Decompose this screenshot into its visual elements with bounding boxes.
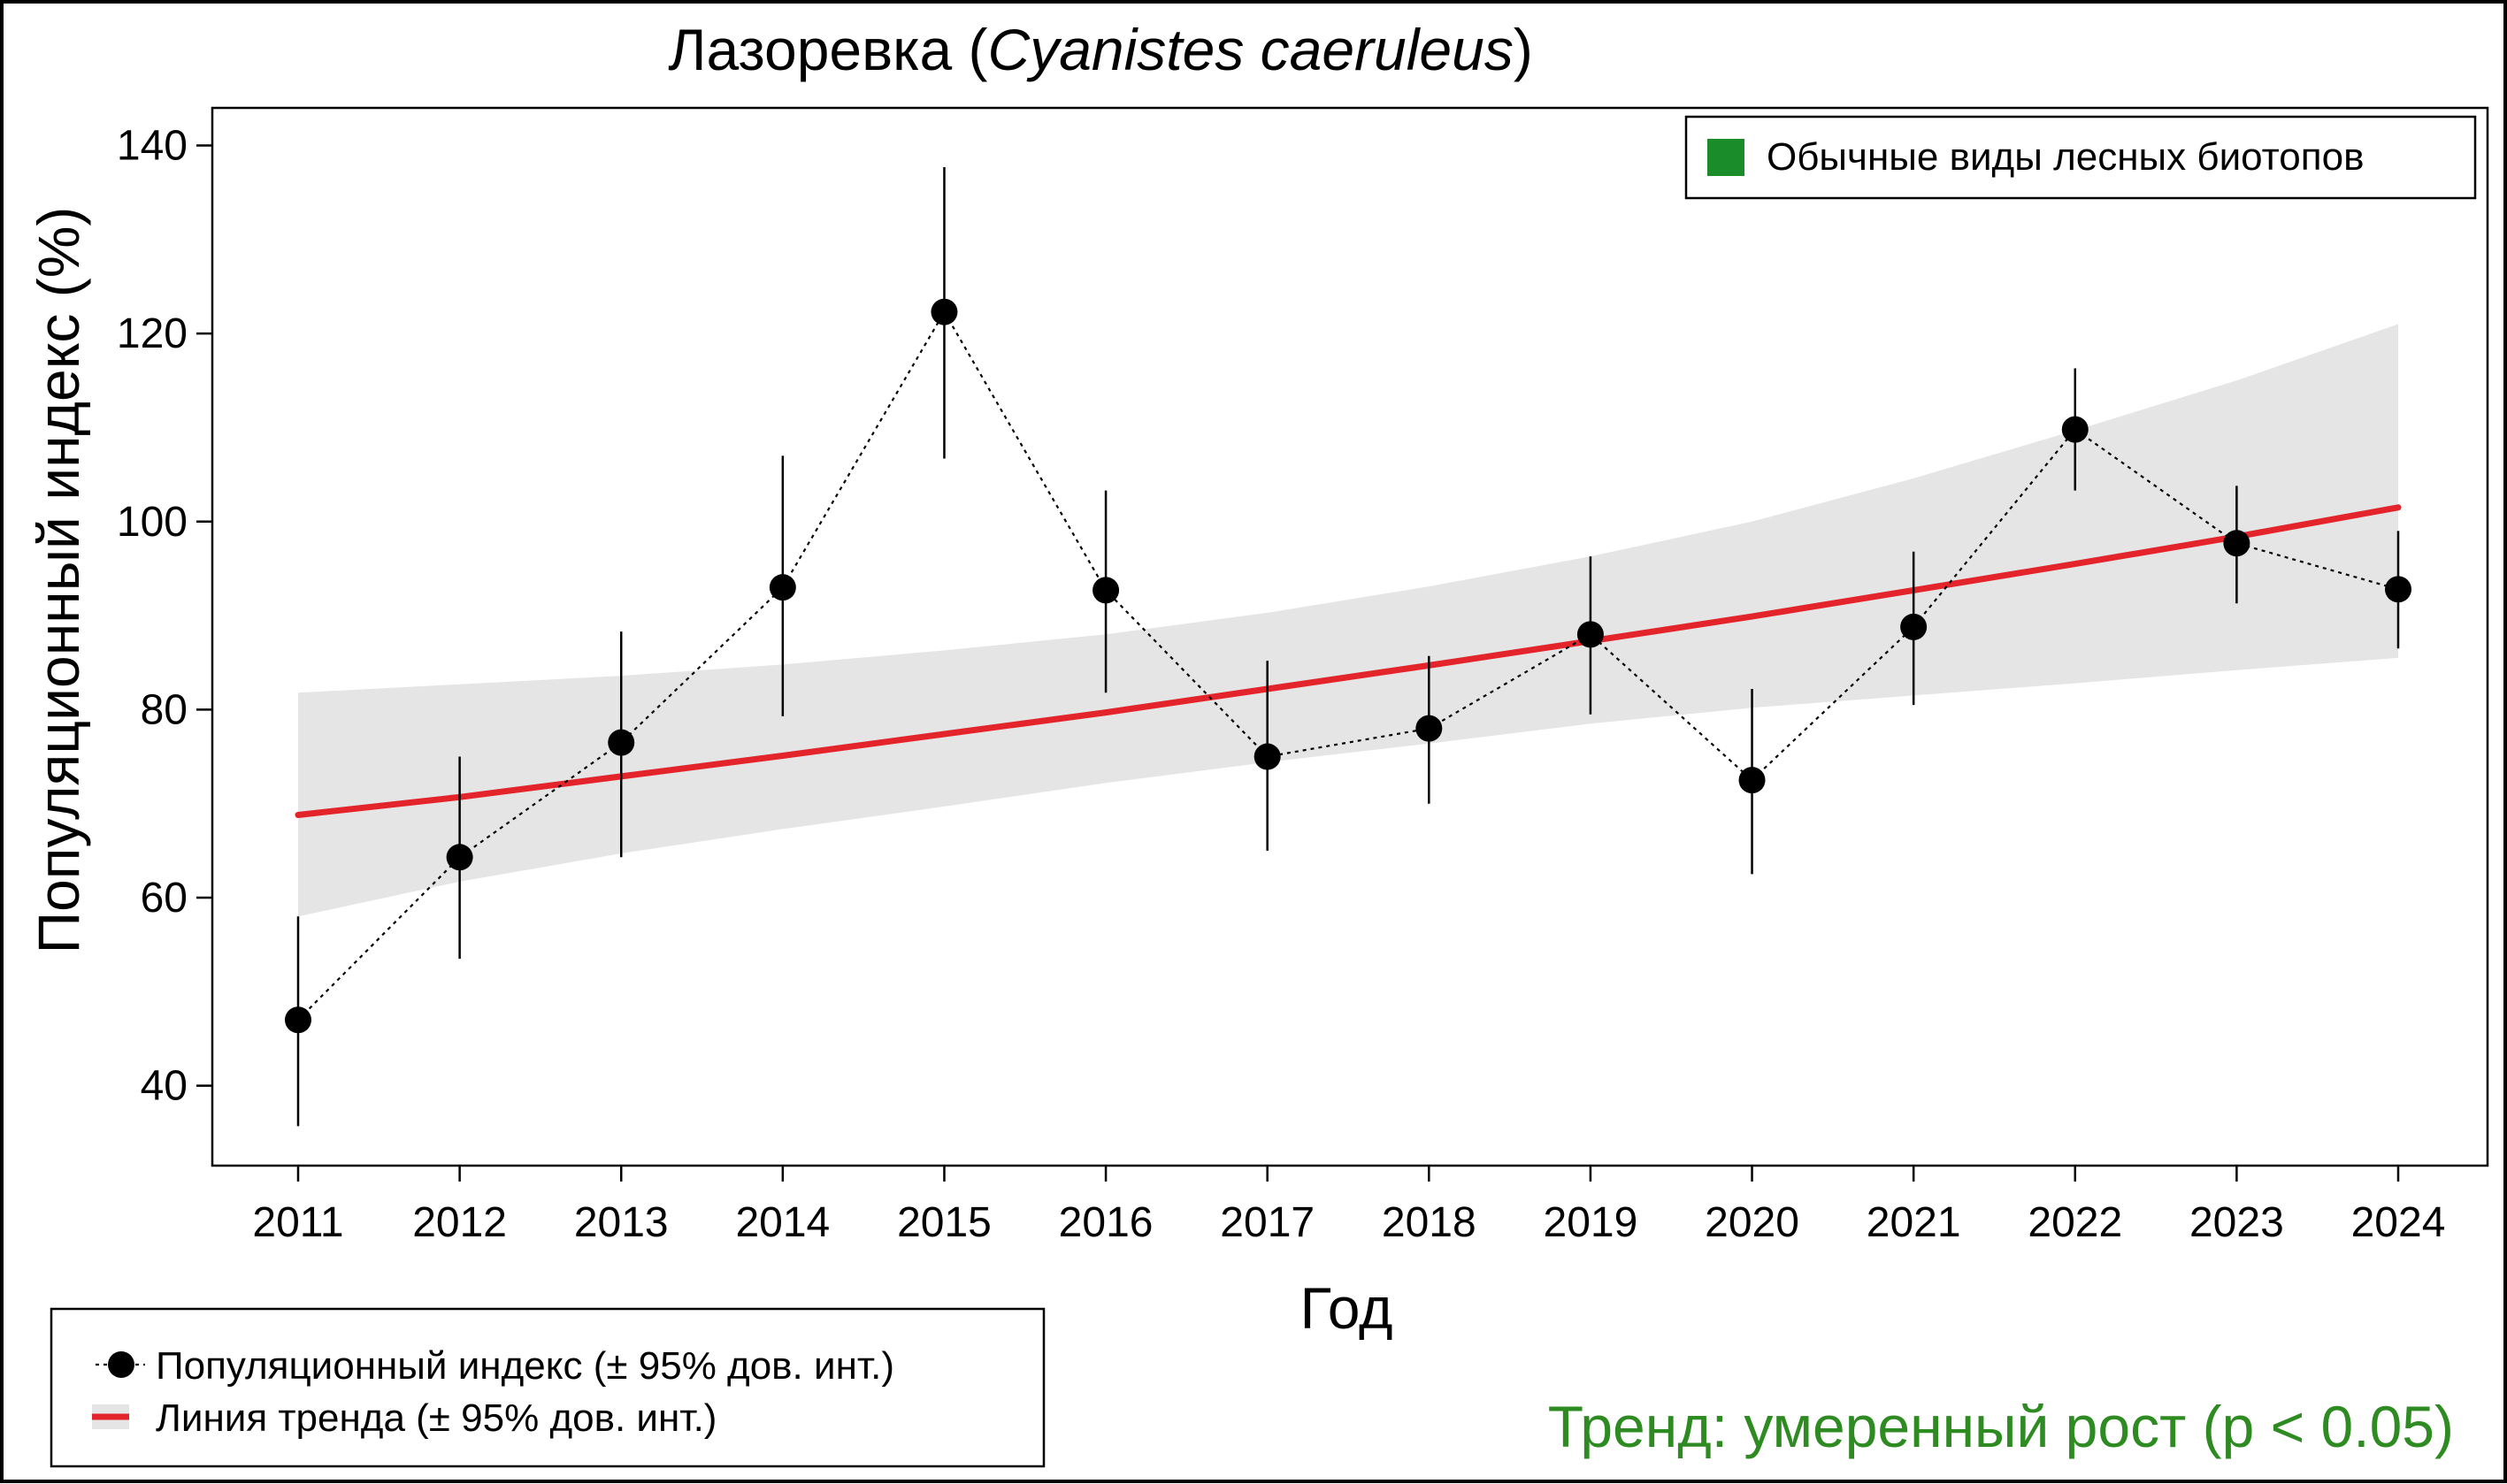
x-tick-label: 2014: [735, 1199, 830, 1246]
y-tick-label: 80: [141, 686, 188, 733]
chart: Лазоревка (Cyanistes caeruleus) Обычные …: [26, 17, 2489, 1468]
data-point: [446, 844, 473, 871]
data-point: [1900, 613, 1928, 640]
data-point: [769, 574, 796, 601]
series-legend-box: [50, 1307, 1046, 1468]
x-tick-label: 2015: [897, 1199, 992, 1246]
data-point: [2223, 530, 2250, 557]
trend-line: [295, 504, 2402, 818]
x-tick-label: 2012: [412, 1199, 507, 1246]
x-tick-label: 2018: [1382, 1199, 1476, 1246]
x-tick-label: 2011: [252, 1199, 343, 1246]
group-legend-label: Обычные виды лесных биотопов: [1767, 135, 2364, 179]
data-point: [2385, 576, 2411, 603]
x-tick-label: 2023: [2189, 1199, 2284, 1246]
y-tick-label: 60: [141, 875, 188, 922]
plot-area: [211, 106, 2489, 1167]
x-tick-label: 2019: [1544, 1199, 1638, 1246]
title-latin: Cyanistes caeruleus: [988, 17, 1514, 82]
data-point: [1254, 743, 1281, 770]
index-line-layer: [297, 310, 2399, 1021]
group-legend-box: [1684, 115, 2477, 200]
legend-index-label: Популяционный индекс (± 95% дов. инт.): [156, 1344, 894, 1388]
group-legend: Обычные виды лесных биотопов: [1684, 115, 2477, 200]
y-tick-label: 40: [141, 1063, 188, 1110]
trend-band-layer: [298, 324, 2398, 917]
title-common: Лазоревка: [668, 17, 952, 82]
y-axis: 40 60 80 100 120 140: [117, 123, 212, 1110]
y-tick-label: 100: [117, 499, 188, 546]
x-tick-label: 2022: [2028, 1199, 2122, 1246]
x-tick-label: 2016: [1059, 1199, 1154, 1246]
x-axis-label: Год: [1300, 1275, 1392, 1341]
title-open: (: [952, 17, 987, 82]
legend-index-point: [108, 1351, 134, 1378]
data-point: [931, 298, 958, 325]
y-tick-label: 140: [117, 123, 188, 170]
trend-verdict: Тренд: умеренный рост (p < 0.05): [1548, 1394, 2454, 1459]
legend-trend-label: Линия тренда (± 95% дов. инт.): [156, 1396, 717, 1440]
chart-title: Лазоревка (Cyanistes caeruleus): [668, 17, 1533, 82]
trend-line-layer: [295, 504, 2402, 818]
x-tick-label: 2020: [1705, 1199, 1799, 1246]
data-point: [2061, 416, 2089, 443]
index-dotted-line: [297, 310, 2399, 1021]
x-tick-label: 2017: [1220, 1199, 1315, 1246]
data-point: [285, 1006, 311, 1034]
y-axis-label: Популяционный индекс (%): [26, 207, 91, 954]
data-point: [1415, 715, 1443, 742]
x-tick-label: 2013: [574, 1199, 669, 1246]
point-layer: [285, 298, 2411, 1034]
trend-confidence-band: [298, 324, 2398, 917]
x-tick-label: 2024: [2351, 1199, 2446, 1246]
y-tick-label: 120: [117, 310, 188, 357]
x-tick-label: 2021: [1867, 1199, 1961, 1246]
series-legend: Популяционный индекс (± 95% дов. инт.) Л…: [50, 1307, 1046, 1468]
title-close: ): [1514, 17, 1533, 82]
x-axis: 2011 2012 2013 2014 2015 2016 2017 2018 2019 2020…: [252, 1166, 2445, 1246]
data-point: [1092, 577, 1120, 604]
data-point: [1576, 621, 1604, 648]
data-point: [1738, 767, 1766, 794]
group-swatch: [1707, 139, 1744, 176]
data-point: [608, 729, 635, 756]
